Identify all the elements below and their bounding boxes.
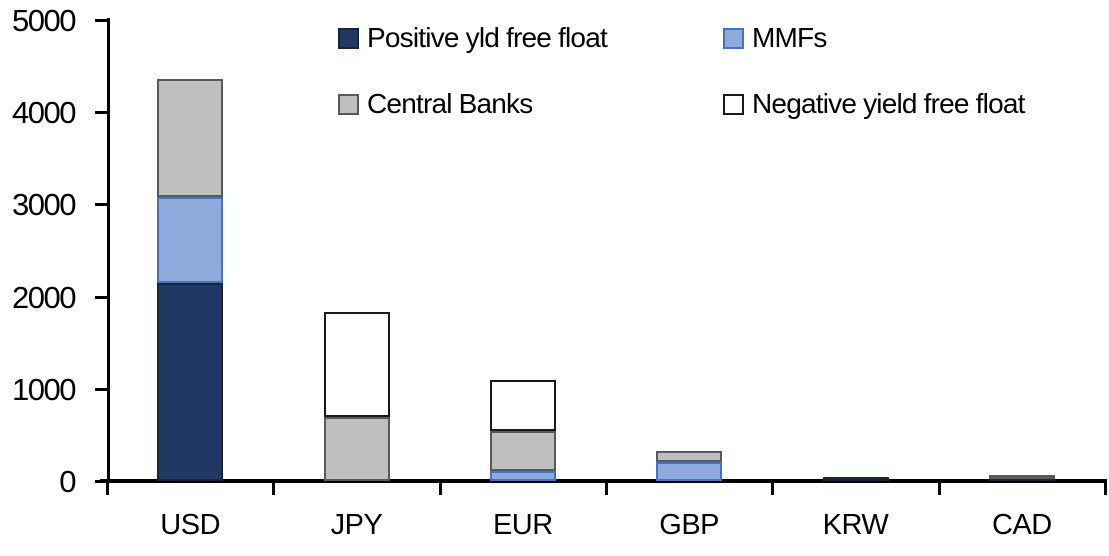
legend-label: Negative yield free float — [752, 88, 1025, 119]
x-axis-category-label-usd: USD — [160, 509, 221, 541]
legend-label: Central Banks — [367, 88, 533, 119]
x-axis-category-label-krw: KRW — [822, 509, 889, 541]
y-axis-tick-label: 3000 — [12, 187, 76, 223]
x-axis-tick — [1104, 481, 1107, 495]
bar-segment-usd-mmfs — [157, 197, 224, 283]
bar-segment-eur-mmfs — [489, 470, 556, 481]
bar-segment-krw-positive-yld-free-float — [822, 477, 889, 482]
legend-item-positive-yld-free-float: Positive yld free float — [338, 22, 608, 53]
x-axis-line — [100, 479, 1107, 483]
bar-segment-jpy-negative-yield-free-float — [323, 312, 390, 418]
x-axis-tick — [438, 481, 442, 495]
y-axis-tick-label: 1000 — [12, 371, 76, 407]
legend-swatch-central-banks — [338, 93, 359, 115]
bar-segment-usd-positive-yld-free-float — [157, 282, 224, 481]
bar-segment-gbp-mmfs — [656, 461, 723, 481]
x-axis-tick — [106, 481, 109, 495]
bar-segment-eur-central-banks — [489, 431, 556, 471]
y-axis-tick-label: 2000 — [12, 279, 76, 315]
legend-swatch-mmfs — [723, 27, 744, 49]
bar-segment-cad-central-banks — [988, 475, 1055, 479]
legend-item-central-banks: Central Banks — [338, 88, 533, 119]
y-axis-tick-label: 0 — [59, 464, 76, 499]
y-axis-line — [107, 18, 110, 483]
y-axis-tick — [95, 295, 107, 299]
y-axis-tick-label: 4000 — [12, 95, 76, 131]
bar-segment-usd-central-banks — [157, 79, 224, 198]
legend-label: MMFs — [752, 22, 827, 53]
x-axis-tick — [937, 481, 941, 495]
y-axis-tick — [95, 387, 107, 391]
bar-segment-gbp-central-banks — [656, 450, 723, 462]
x-axis-category-label-cad: CAD — [991, 509, 1052, 541]
x-axis-category-label-jpy: JPY — [330, 509, 383, 541]
x-axis-tick — [605, 481, 608, 495]
bar-segment-jpy-central-banks — [323, 417, 390, 481]
bar-segment-eur-negative-yield-free-float — [489, 379, 556, 432]
y-axis-tick-label: 5000 — [12, 3, 76, 38]
y-axis-tick — [95, 19, 107, 22]
legend-item-negative-yield-free-float: Negative yield free float — [723, 90, 1025, 118]
y-axis-tick — [95, 111, 107, 115]
legend-label: Positive yld free float — [367, 22, 608, 53]
legend-swatch-negative-yield-free-float — [723, 93, 744, 115]
y-axis-tick — [95, 203, 107, 207]
x-axis-tick — [771, 481, 775, 495]
legend-item-mmfs: MMFs — [723, 24, 827, 52]
x-axis-tick — [272, 481, 276, 495]
y-axis-tick — [95, 480, 107, 483]
x-axis-category-label-gbp: GBP — [659, 509, 720, 541]
legend-swatch-positive-yld-free-float — [338, 27, 359, 49]
x-axis-category-label-eur: EUR — [492, 509, 553, 541]
